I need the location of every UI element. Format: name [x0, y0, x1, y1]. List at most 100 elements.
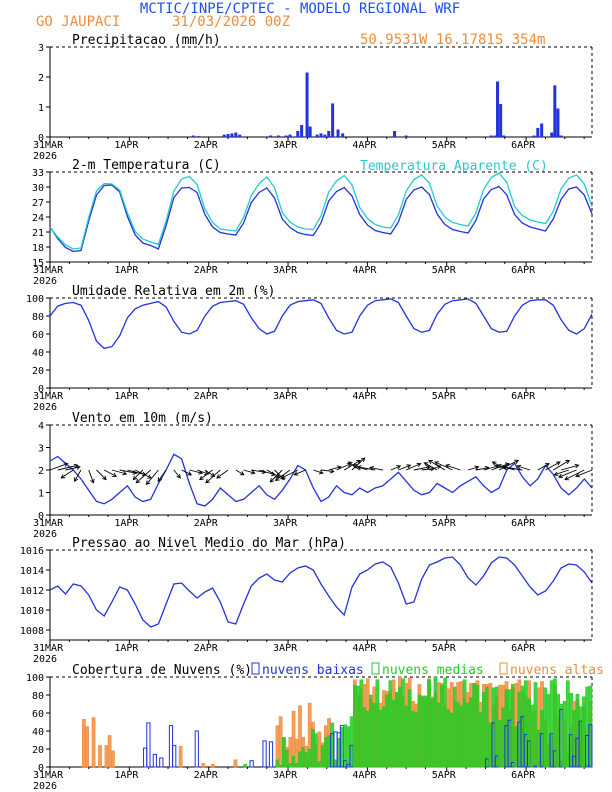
cloud-bar-medium: [473, 683, 476, 767]
cloud-bar-medium: [427, 680, 430, 767]
x-year-label: 2026: [33, 151, 57, 162]
x-tick-label: 4APR: [352, 140, 377, 151]
cloud-bar-medium: [298, 752, 301, 767]
cloud-bar-medium: [289, 763, 292, 767]
cloud-bar-medium: [466, 703, 469, 767]
x-tick-label: 6APR: [511, 140, 536, 151]
precip-bar: [192, 136, 195, 138]
series-line-primary: [50, 557, 592, 627]
precip-bar: [536, 128, 539, 137]
y-tick-label: 40: [32, 727, 44, 738]
x-tick-label: 5APR: [432, 391, 457, 402]
cloud-bar-medium: [511, 684, 514, 767]
cloud-bar-low: [147, 723, 150, 767]
x-tick-label: 1APR: [114, 518, 139, 529]
cloud-bar-medium: [469, 698, 472, 767]
cloud-bar-medium: [369, 695, 372, 767]
precip-bar: [327, 131, 330, 137]
precip-bar: [269, 136, 272, 138]
cloud-bar-medium: [463, 680, 466, 767]
y-tick-label: 18: [32, 243, 44, 254]
cloud-bar-high: [279, 717, 282, 767]
x-tick-label: 1APR: [114, 643, 139, 654]
panel-wind: 0123431MAR 1APR 2APR 3APR 4APR 5APR 6APR2026Ve…: [33, 411, 592, 540]
precip-bar: [296, 131, 299, 137]
cloud-bar-medium: [476, 685, 479, 767]
legend-swatch: [372, 663, 379, 674]
precip-bar: [405, 136, 408, 138]
cloud-bar-medium: [311, 729, 314, 767]
precip-bar: [223, 135, 226, 137]
cloud-bar-low: [160, 758, 163, 767]
cloud-bar-medium: [353, 685, 356, 767]
x-tick-label: 31MAR: [33, 518, 64, 529]
panel-title: Precipitacao (mm/h): [72, 33, 221, 48]
cloud-bar-medium: [486, 687, 489, 767]
cloud-bar-medium: [531, 705, 534, 767]
x-tick-label: 31MAR: [33, 265, 64, 276]
x-tick-label: 2APR: [194, 140, 219, 151]
precip-bar: [550, 133, 553, 138]
meteogram: MCTIC/INPE/CPTEC - MODELO REGIONAL WRF G…: [0, 0, 612, 792]
panel-title: 2-m Temperatura (C): [72, 158, 221, 173]
cloud-bar-medium: [395, 692, 398, 767]
cloud-bar-medium: [398, 687, 401, 767]
cloud-bar-medium: [444, 678, 447, 767]
cloud-bar-high: [234, 760, 237, 767]
precip-bar: [234, 133, 237, 138]
cloud-bar-medium: [295, 763, 298, 767]
y-tick-label: 1010: [20, 606, 44, 617]
cloud-bar-medium: [244, 764, 247, 767]
cloud-bar-medium: [279, 765, 282, 767]
x-tick-label: 6APR: [511, 643, 536, 654]
x-tick-label: 5APR: [432, 265, 457, 276]
panel-title: Vento em 10m (m/s): [72, 411, 213, 426]
precip-bar: [393, 131, 396, 137]
cloud-bar-medium: [418, 695, 421, 767]
cloud-bar-high: [92, 718, 95, 768]
wind-vector: [559, 470, 577, 477]
cloud-bar-medium: [544, 688, 547, 767]
cloud-bar-medium: [424, 696, 427, 767]
panel-pressure: 1008101010121014101631MAR 1APR 2APR 3APR 4AP…: [20, 536, 592, 665]
precip-bar: [553, 85, 556, 137]
x-tick-label: 3APR: [273, 265, 298, 276]
y-tick-label: 21: [32, 228, 44, 239]
y-tick-label: 1: [38, 103, 44, 114]
cloud-bar-medium: [373, 703, 376, 767]
wind-vector: [50, 464, 68, 470]
cloud-bar-low: [195, 731, 198, 767]
cloud-bar-medium: [434, 677, 437, 767]
cloud-bar-low: [153, 754, 156, 767]
x-year-label: 2026: [33, 402, 57, 413]
cloud-bar-medium: [392, 700, 395, 767]
precip-bar: [285, 136, 288, 138]
cloud-bar-high: [289, 737, 292, 767]
x-tick-label: 31MAR: [33, 770, 64, 781]
x-tick-label: 3APR: [273, 770, 298, 781]
cloud-bar-medium: [302, 747, 305, 767]
cloud-bar-medium: [366, 711, 369, 767]
x-tick-label: 2APR: [194, 518, 219, 529]
y-tick-label: 2: [38, 73, 44, 84]
precip-bar: [309, 127, 312, 138]
x-tick-label: 2APR: [194, 391, 219, 402]
precip-bar: [227, 134, 230, 137]
cloud-bar-medium: [411, 711, 414, 767]
precip-bar: [230, 133, 233, 137]
cloud-bar-high: [85, 727, 88, 768]
x-tick-label: 4APR: [352, 518, 377, 529]
cloud-bar-medium: [282, 737, 285, 767]
cloud-bar-medium: [382, 707, 385, 767]
series-line-primary: [50, 299, 592, 349]
cloud-bar-low: [263, 741, 266, 767]
cloud-bar-medium: [360, 680, 363, 767]
panel-title: Pressao ao Nivel Medio do Mar (hPa): [72, 536, 346, 551]
x-tick-label: 31MAR: [33, 140, 64, 151]
cloud-bar-low: [534, 766, 537, 767]
precip-bar: [337, 130, 340, 138]
x-year-label: 2026: [33, 781, 57, 792]
x-tick-label: 1APR: [114, 391, 139, 402]
header-location: GO JAUPACI: [36, 14, 120, 30]
x-tick-label: 6APR: [511, 770, 536, 781]
